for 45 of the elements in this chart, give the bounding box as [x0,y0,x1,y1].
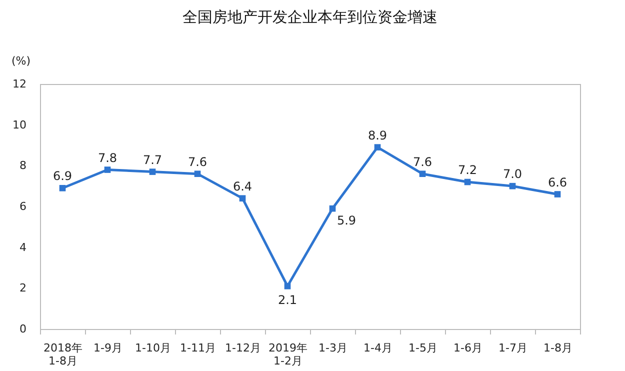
chart-title: 全国房地产开发企业本年到位资金增速 [182,8,438,26]
point [239,195,246,202]
x-tick-label: 1-3月 [318,342,348,354]
data-label: 7.6 [188,154,208,169]
y-tick-label: 6 [20,200,26,213]
data-label: 7.8 [98,150,118,165]
point [194,170,201,177]
x-tick-label: 2019年 1-2月 [268,342,308,368]
x-tick-label: 1-9月 [94,342,122,354]
x-tick-label: 1-12月 [225,342,261,354]
x-tick-label: 1-6月 [454,342,482,354]
data-label: 6.6 [548,175,568,190]
point [59,184,66,192]
y-tick-label: 8 [20,159,26,172]
point [329,205,336,212]
data-label: 7.6 [412,154,432,169]
y-tick-label: 0 [20,322,26,336]
data-label: 6.4 [232,179,252,194]
point [509,182,516,190]
data-label: 8.9 [368,128,388,142]
x-tick-label: 1-10月 [135,342,171,354]
x-tick-label: 1-7月 [498,342,528,354]
data-label: 7.0 [502,167,522,182]
point [284,282,291,290]
point [374,144,381,150]
x-tick-label: 1-8月 [544,342,572,354]
x-tick-label: 1-4月 [364,342,392,354]
point [464,178,471,186]
y-axis-title: (%) [11,54,30,68]
data-label: 2.1 [278,293,298,308]
y-tick-label: 4 [20,240,26,254]
y-tick-label: 10 [12,118,26,132]
y-tick-label: 12 [12,78,26,90]
point [554,191,561,198]
data-label: 6.9 [52,169,72,184]
data-label: 7.2 [458,163,478,177]
data-label: 7.7 [142,152,162,167]
point [149,168,156,175]
point [419,170,426,177]
x-tick-label: 1-11月 [180,342,216,354]
x-tick-label: 2018年 1-8月 [44,342,82,368]
x-tick-label: 1-5月 [408,342,438,354]
y-tick-label: 2 [20,282,26,295]
data-label: 5.9 [336,214,356,228]
point [104,166,111,173]
